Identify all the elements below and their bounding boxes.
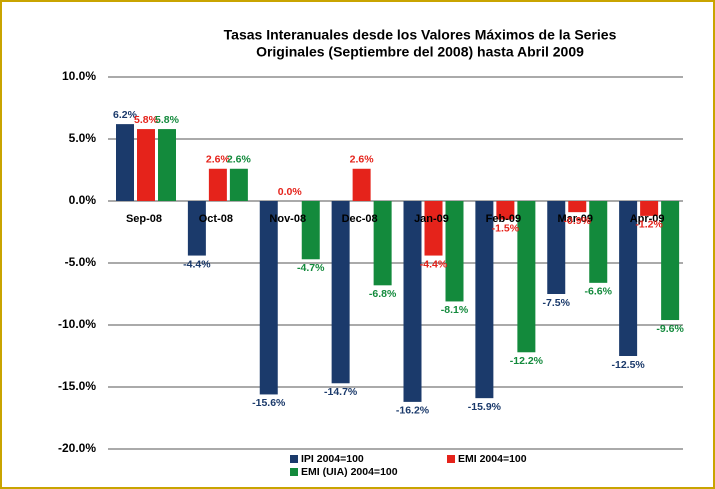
bar	[229, 168, 248, 201]
bar	[661, 201, 680, 321]
bar	[301, 201, 320, 260]
bar	[619, 201, 638, 356]
value-label: -15.9%	[468, 401, 502, 413]
bar	[208, 168, 227, 201]
bar	[445, 201, 464, 302]
value-label: -15.6%	[252, 397, 286, 409]
value-label: 6.2%	[113, 109, 138, 121]
value-label: -7.5%	[543, 297, 571, 309]
x-tick-label: Jan-09	[414, 213, 449, 225]
value-label: -16.2%	[396, 405, 430, 417]
x-tick-label: Apr-09	[630, 213, 665, 225]
x-tick-label: Dec-08	[342, 213, 378, 225]
bar	[475, 201, 494, 399]
chart-title: Tasas Interanuales desde los Valores Máx…	[224, 27, 617, 43]
legend-label: EMI 2004=100	[458, 453, 527, 465]
y-tick-label: 0.0%	[69, 193, 97, 207]
bar	[259, 201, 278, 395]
bar	[640, 201, 659, 216]
value-label: 2.6%	[350, 154, 375, 166]
bar	[373, 201, 392, 286]
bar	[568, 201, 587, 213]
bar	[403, 201, 422, 402]
x-tick-label: Mar-09	[558, 213, 593, 225]
value-label: -4.7%	[297, 262, 325, 274]
value-label: -8.1%	[441, 304, 469, 316]
bar	[517, 201, 536, 353]
value-label: -6.8%	[369, 288, 397, 300]
value-label: -4.4%	[420, 258, 448, 270]
y-tick-label: -20.0%	[58, 441, 96, 455]
bar	[137, 129, 155, 201]
value-label: -1.5%	[492, 222, 520, 234]
chart-title: Originales (Septiembre del 2008) hasta A…	[256, 44, 584, 60]
value-label: -12.5%	[611, 359, 645, 371]
value-label: 2.6%	[227, 154, 252, 166]
bar	[496, 201, 515, 220]
bar	[187, 201, 206, 256]
value-label: -9.6%	[656, 323, 684, 335]
legend-label: IPI 2004=100	[301, 453, 364, 465]
legend-swatch	[290, 455, 298, 463]
legend-swatch	[290, 468, 298, 476]
bar	[331, 201, 350, 384]
bar	[424, 201, 443, 256]
legend-label: EMI (UIA) 2004=100	[301, 466, 398, 478]
value-label: -4.4%	[183, 258, 211, 270]
value-label: -6.6%	[585, 286, 613, 298]
y-tick-label: 5.0%	[69, 131, 97, 145]
x-tick-label: Oct-08	[199, 213, 233, 225]
bar	[158, 129, 176, 201]
value-label: -0.9%	[564, 215, 592, 227]
value-label: 5.8%	[134, 114, 159, 126]
y-tick-label: -15.0%	[58, 379, 96, 393]
value-label: 5.8%	[155, 114, 180, 126]
x-tick-label: Feb-09	[486, 213, 521, 225]
value-label: -14.7%	[324, 386, 358, 398]
x-tick-label: Sep-08	[126, 213, 162, 225]
value-label: -12.2%	[510, 355, 544, 367]
bar	[352, 168, 371, 201]
legend-swatch	[447, 455, 455, 463]
value-label: -1.2%	[635, 219, 663, 231]
bar	[589, 201, 608, 283]
value-label: 2.6%	[206, 154, 231, 166]
value-label: 0.0%	[278, 186, 303, 198]
y-tick-label: 10.0%	[62, 69, 96, 83]
x-tick-label: Nov-08	[269, 213, 306, 225]
bar	[116, 124, 134, 201]
y-tick-label: -5.0%	[65, 255, 97, 269]
bar	[547, 201, 566, 294]
y-tick-label: -10.0%	[58, 317, 96, 331]
